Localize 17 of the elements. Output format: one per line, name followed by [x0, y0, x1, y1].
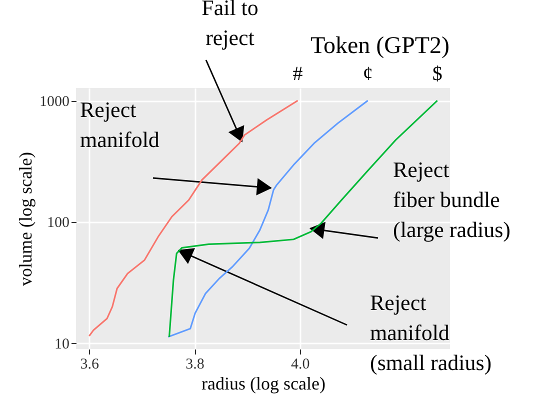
series-label: ¢	[362, 63, 373, 85]
series-label: $	[432, 63, 442, 85]
x-tick-label: 3.8	[186, 356, 204, 372]
y-tick-label: 10	[54, 336, 70, 352]
annotation: Reject manifold	[80, 97, 160, 152]
legend-title: Token (GPT2)	[310, 33, 450, 59]
x-tick-label: 3.6	[80, 356, 100, 372]
series-label: #	[292, 63, 303, 85]
annotation: Reject fiber bundle (large radius)	[393, 157, 510, 242]
y-tick-label: 1000	[40, 94, 70, 110]
y-tick-label: 100	[47, 215, 70, 232]
x-axis-title: radius (log scale)	[202, 374, 326, 394]
annotation: Reject manifold (small radius)	[370, 290, 492, 375]
line-series	[167, 100, 369, 338]
x-tick-label: 4.0	[291, 356, 310, 372]
annotation: Fail to reject	[202, 0, 258, 50]
y-axis-title: volume (log scale)	[16, 152, 36, 286]
